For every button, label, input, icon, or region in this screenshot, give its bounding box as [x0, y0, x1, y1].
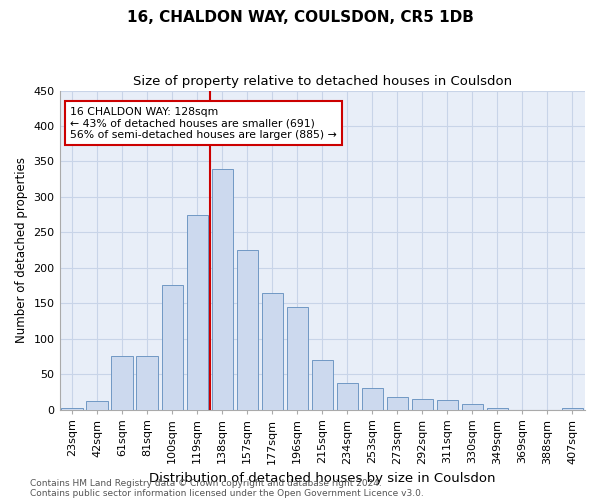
Bar — [462, 404, 483, 409]
Bar — [236, 250, 258, 410]
Bar — [311, 360, 333, 410]
Bar — [362, 388, 383, 409]
Bar — [136, 356, 158, 410]
Bar — [437, 400, 458, 409]
Text: Contains HM Land Registry data © Crown copyright and database right 2024.: Contains HM Land Registry data © Crown c… — [30, 478, 382, 488]
Bar — [161, 286, 183, 410]
Bar — [61, 408, 83, 410]
Y-axis label: Number of detached properties: Number of detached properties — [15, 157, 28, 343]
Bar — [187, 214, 208, 410]
Bar — [487, 408, 508, 410]
Bar — [412, 399, 433, 409]
Bar — [262, 292, 283, 410]
Bar — [562, 408, 583, 410]
Title: Size of property relative to detached houses in Coulsdon: Size of property relative to detached ho… — [133, 75, 512, 88]
X-axis label: Distribution of detached houses by size in Coulsdon: Distribution of detached houses by size … — [149, 472, 496, 485]
Bar — [112, 356, 133, 410]
Text: 16, CHALDON WAY, COULSDON, CR5 1DB: 16, CHALDON WAY, COULSDON, CR5 1DB — [127, 10, 473, 25]
Text: 16 CHALDON WAY: 128sqm
← 43% of detached houses are smaller (691)
56% of semi-de: 16 CHALDON WAY: 128sqm ← 43% of detached… — [70, 106, 337, 140]
Bar — [86, 401, 108, 409]
Bar — [387, 397, 408, 409]
Bar — [287, 306, 308, 410]
Bar — [212, 168, 233, 410]
Text: Contains public sector information licensed under the Open Government Licence v3: Contains public sector information licen… — [30, 488, 424, 498]
Bar — [337, 384, 358, 409]
